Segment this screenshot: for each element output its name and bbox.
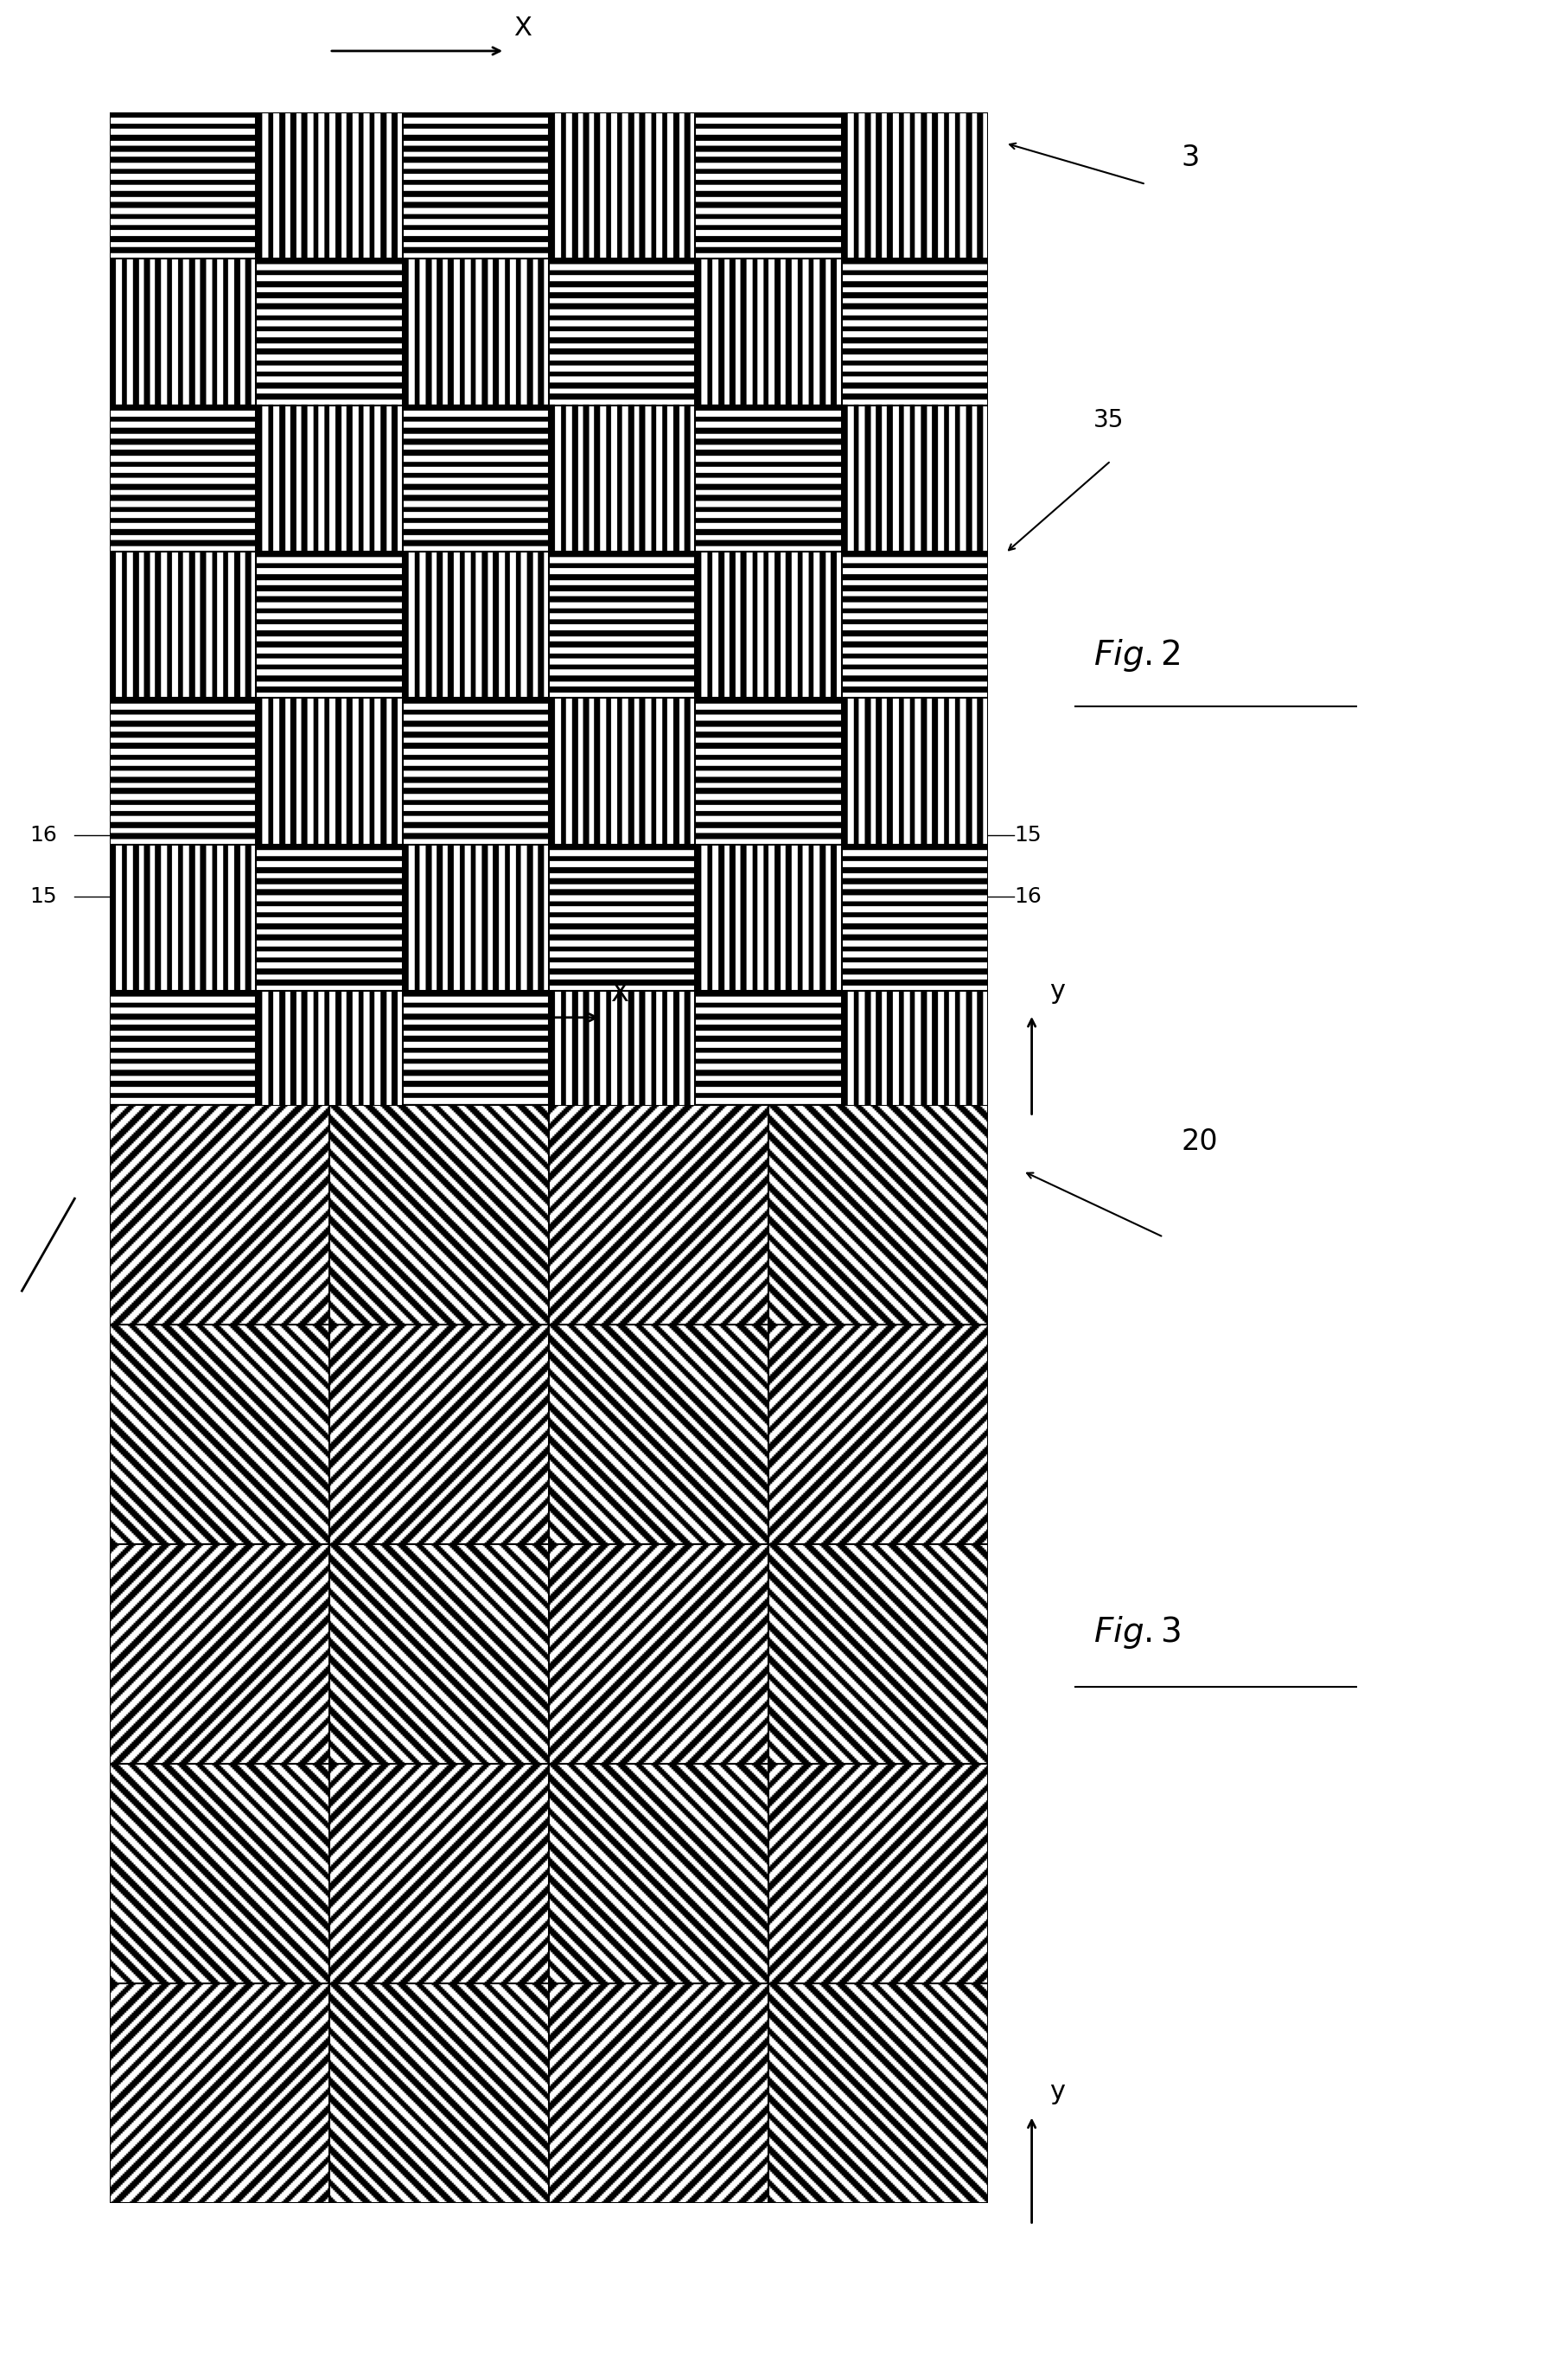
Text: 15: 15	[1014, 824, 1041, 846]
Text: y: y	[1049, 2080, 1065, 2104]
Text: 16: 16	[811, 1220, 836, 1239]
Text: 35: 35	[1093, 407, 1124, 431]
Text: 20: 20	[1181, 1128, 1218, 1156]
Text: X: X	[610, 981, 629, 1007]
Text: 15: 15	[30, 886, 56, 907]
Text: $\it{Fig.2}$: $\it{Fig.2}$	[1093, 637, 1181, 673]
Text: $\it{Fig.3}$: $\it{Fig.3}$	[1093, 1613, 1181, 1651]
Text: 15: 15	[262, 1220, 287, 1239]
Text: 15: 15	[920, 1220, 946, 1239]
Text: 16: 16	[591, 1220, 616, 1239]
Text: 3: 3	[1181, 142, 1200, 171]
Text: 15: 15	[481, 1220, 506, 1239]
Text: 16: 16	[152, 1220, 177, 1239]
Text: 16: 16	[30, 824, 56, 846]
Text: 15: 15	[701, 1220, 726, 1239]
Text: y: y	[1049, 978, 1065, 1004]
Text: 16: 16	[1014, 886, 1041, 907]
Text: X: X	[514, 17, 532, 40]
Text: 16: 16	[372, 1220, 397, 1239]
